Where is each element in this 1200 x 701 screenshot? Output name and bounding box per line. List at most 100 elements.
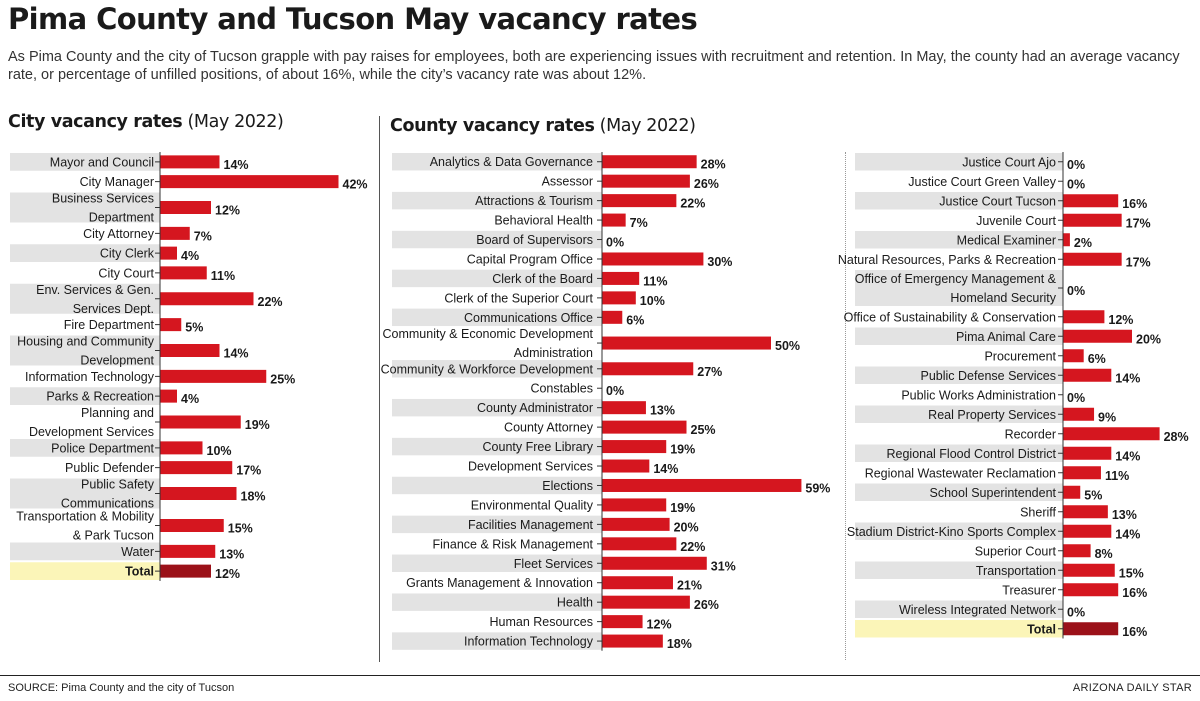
value-label-public-works-administration: 0% — [1067, 391, 1085, 405]
bar-public-defense-services — [1063, 368, 1112, 382]
bar-row-health: Health 26% — [392, 593, 719, 612]
bar-row-constables: Constables 0% — [530, 382, 624, 399]
bar-row-analytics-and-data-governance: Analytics & Data Governance 28% — [392, 153, 726, 172]
value-label-stadium-district-kino-sports-complex: 14% — [1115, 527, 1140, 541]
county-heading-sub: (May 2022) — [594, 116, 696, 136]
bar-facilities-management — [602, 517, 670, 531]
row-stripe — [392, 554, 602, 572]
value-label-housing-and-community-development: 14% — [224, 347, 249, 361]
value-label-real-property-services: 9% — [1098, 410, 1116, 424]
bar-police-department — [160, 441, 203, 455]
row-stripe — [855, 561, 1063, 579]
row-stripe — [392, 593, 602, 611]
category-label-transportation-and-mobility-and-park-tucson-line-1: Transportation & Mobility — [16, 510, 155, 524]
value-label-city-court: 11% — [211, 269, 235, 283]
bar-row-transportation: Transportation 15% — [855, 561, 1144, 580]
category-label-justice-court-tucson: Justice Court Tucson — [939, 194, 1056, 208]
bar-row-office-of-sustainability-and-conservation: Office of Sustainability & Conservation 1… — [844, 310, 1133, 327]
bar-city-court — [160, 266, 207, 280]
bar-procurement — [1063, 349, 1084, 363]
category-label-env-services-and-gen-services-dept-line-1: Env. Services & Gen. — [36, 283, 154, 297]
value-label-fleet-services: 31% — [711, 559, 736, 573]
bar-pima-animal-care — [1063, 329, 1132, 343]
value-label-communications-office: 6% — [626, 313, 644, 327]
row-stripe — [10, 387, 160, 405]
category-label-city-manager: City Manager — [80, 175, 154, 189]
row-stripe — [855, 231, 1063, 249]
bar-capital-program-office — [602, 252, 704, 266]
category-label-constables: Constables — [530, 382, 593, 396]
value-label-elections: 59% — [805, 481, 830, 495]
row-stripe — [10, 335, 160, 366]
row-stripe — [392, 269, 602, 288]
value-label-county-attorney: 25% — [691, 423, 716, 437]
bar-row-human-resources: Human Resources 12% — [489, 615, 672, 632]
category-label-county-attorney: County Attorney — [504, 421, 594, 435]
bar-row-justice-court-tucson: Justice Court Tucson 16% — [855, 192, 1147, 211]
row-stripe — [392, 308, 602, 327]
bar-row-public-defense-services: Public Defense Services 14% — [855, 366, 1140, 385]
bar-public-safety-communications — [160, 487, 237, 500]
category-label-attractions-and-tourism: Attractions & Tourism — [475, 194, 593, 208]
bar-analytics-and-data-governance — [602, 155, 697, 169]
value-label-attractions-and-tourism: 22% — [680, 197, 705, 211]
bar-row-community-and-workforce-development: Community & Workforce Development 27% — [381, 360, 722, 379]
category-label-human-resources: Human Resources — [489, 615, 593, 629]
category-label-community-and-economic-development-administration-line-2: Administration — [514, 346, 593, 360]
bar-finance-and-risk-management — [602, 537, 677, 551]
category-label-procurement: Procurement — [984, 349, 1056, 363]
bar-environmental-quality — [602, 498, 667, 512]
section-divider — [379, 116, 380, 662]
bar-row-county-attorney: County Attorney 25% — [504, 420, 716, 437]
bar-row-water: Water 13% — [10, 542, 244, 561]
category-label-juvenile-court: Juvenile Court — [976, 214, 1056, 228]
footer-rule — [0, 675, 1200, 676]
bar-sheriff — [1063, 505, 1108, 519]
bar-row-attractions-and-tourism: Attractions & Tourism 22% — [392, 191, 705, 211]
category-label-total: Total — [125, 565, 154, 579]
category-label-facilities-management: Facilities Management — [468, 518, 594, 532]
value-label-justice-court-tucson: 16% — [1122, 197, 1147, 211]
category-label-public-works-administration: Public Works Administration — [901, 388, 1056, 402]
bar-regional-wastewater-reclamation — [1063, 466, 1101, 480]
bar-fire-department — [160, 318, 182, 332]
row-stripe — [855, 153, 1063, 171]
category-label-communications-office: Communications Office — [464, 311, 593, 325]
bar-row-city-attorney: City Attorney 7% — [83, 226, 212, 243]
bar-row-county-administrator: County Administrator 13% — [392, 398, 675, 418]
bar-office-of-sustainability-and-conservation — [1063, 310, 1105, 324]
bar-county-attorney — [602, 420, 687, 434]
category-label-housing-and-community-development-line-1: Housing and Community — [17, 335, 155, 349]
value-label-development-services: 14% — [653, 462, 678, 476]
bar-row-planning-and-development-services: Planning and Development Services 19% — [29, 406, 270, 439]
value-label-assessor: 26% — [694, 177, 719, 191]
category-label-county-free-library: County Free Library — [483, 440, 594, 454]
bar-row-parks-and-recreation: Parks & Recreation 4% — [10, 387, 199, 406]
source-note: SOURCE: Pima County and the city of Tucs… — [8, 682, 235, 694]
bar-public-defender — [160, 461, 233, 475]
bar-row-sheriff: Sheriff 13% — [1020, 505, 1137, 522]
category-label-office-of-sustainability-and-conservation: Office of Sustainability & Conservation — [844, 310, 1056, 324]
value-label-total: 16% — [1122, 625, 1147, 639]
row-stripe — [392, 437, 602, 456]
value-label-transportation: 15% — [1119, 566, 1144, 580]
bar-treasurer — [1063, 583, 1119, 597]
city-heading-main: City vacancy rates — [8, 112, 183, 132]
bar-row-justice-court-ajo: Justice Court Ajo 0% — [855, 153, 1085, 172]
bar-row-police-department: Police Department 10% — [10, 439, 232, 458]
bar-clerk-of-the-superior-court — [602, 291, 636, 305]
value-label-environmental-quality: 19% — [670, 501, 695, 515]
bar-information-technology — [602, 634, 663, 648]
bar-parks-and-recreation — [160, 389, 177, 403]
value-label-capital-program-office: 30% — [707, 255, 732, 269]
value-label-parks-and-recreation: 4% — [181, 392, 199, 406]
bar-development-services — [602, 459, 650, 473]
value-label-school-superintendent: 5% — [1084, 488, 1102, 502]
value-label-sheriff: 13% — [1112, 508, 1137, 522]
bar-row-county-free-library: County Free Library 19% — [392, 437, 695, 457]
bar-elections — [602, 478, 802, 492]
bar-row-procurement: Procurement 6% — [984, 349, 1106, 366]
row-stripe — [10, 192, 160, 223]
category-label-regional-flood-control-district: Regional Flood Control District — [886, 447, 1056, 461]
